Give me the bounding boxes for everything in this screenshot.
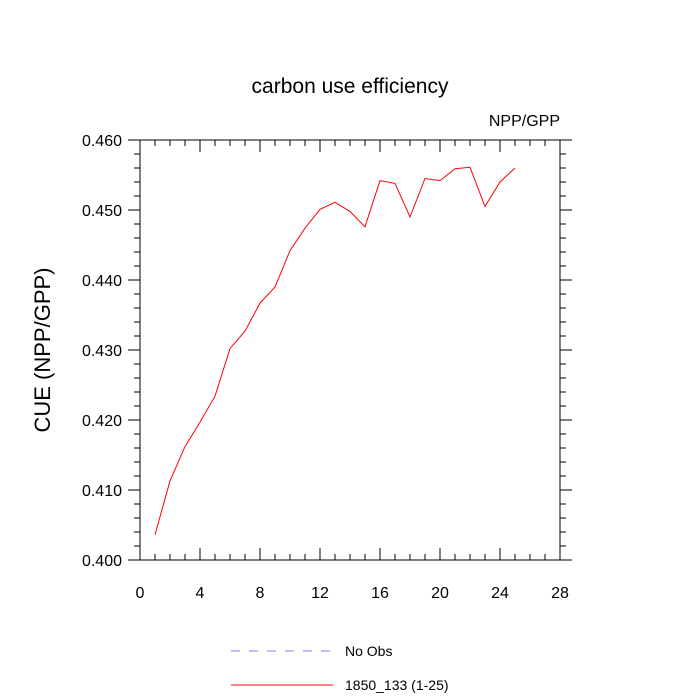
chart-subtitle: NPP/GPP (489, 113, 560, 130)
y-tick-label: 0.460 (82, 133, 122, 150)
y-tick-label: 0.450 (82, 203, 122, 220)
legend-label: No Obs (345, 643, 392, 659)
x-tick-label: 4 (196, 585, 205, 602)
chart-title: carbon use efficiency (252, 75, 449, 98)
x-tick-label: 20 (431, 585, 449, 602)
axis-ticks (128, 139, 572, 561)
series-group (154, 166, 516, 535)
plot-frame (139, 139, 561, 561)
legend-label: 1850_133 (1-25) (345, 677, 449, 693)
x-tick-label: 28 (551, 585, 569, 602)
y-tick-label: 0.410 (82, 483, 122, 500)
x-tick-label: 16 (371, 585, 389, 602)
y-tick-label: 0.400 (82, 553, 122, 570)
y-tick-label: 0.440 (82, 273, 122, 290)
series-line (154, 166, 516, 535)
tick-labels: 0 4 8 12 16 20 24 28 0.400 0.410 0.420 0.430 0.440 0.… (82, 133, 569, 602)
x-tick-label: 0 (136, 585, 145, 602)
x-tick-label: 12 (311, 585, 329, 602)
legend: No Obs 1850_133 (1-25) (231, 643, 449, 693)
x-tick-label: 8 (256, 585, 265, 602)
y-tick-label: 0.430 (82, 343, 122, 360)
y-axis-label: CUE (NPP/GPP) (30, 267, 55, 432)
x-tick-label: 24 (491, 585, 509, 602)
y-tick-label: 0.420 (82, 413, 122, 430)
